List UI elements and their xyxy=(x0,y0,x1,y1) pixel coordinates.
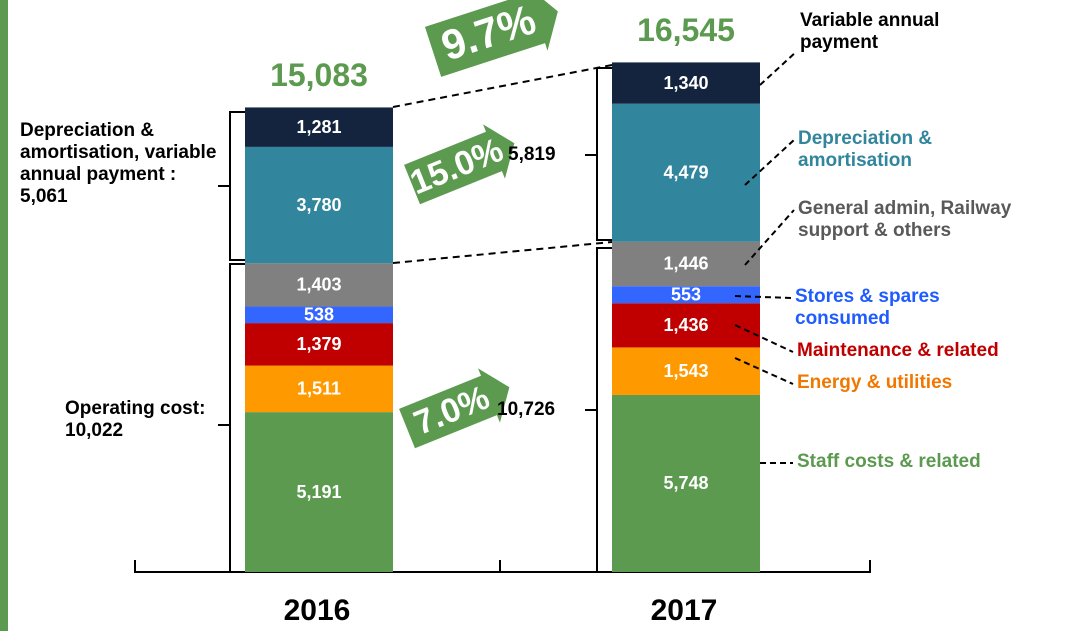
bar-segment xyxy=(245,107,393,147)
bar-segment xyxy=(245,306,393,324)
value-label: 5,748 xyxy=(663,473,708,493)
bracket-2017 xyxy=(585,67,612,573)
bracket-label: 5,819 xyxy=(508,144,556,165)
total-label: 16,545 xyxy=(637,12,735,48)
leader-line xyxy=(734,324,794,353)
growth-arrow: 9.7% xyxy=(424,0,558,77)
bar-segment xyxy=(245,412,393,572)
bar-segment xyxy=(612,241,760,287)
bar-segment xyxy=(245,263,393,307)
legend-label: Energy & utilities xyxy=(797,372,953,393)
x-axis xyxy=(134,560,871,573)
side-bar xyxy=(0,0,8,631)
arrow-shape xyxy=(424,0,558,77)
legend-label: General admin, Railway support & others xyxy=(798,198,1012,241)
x-tick-label: 2016 xyxy=(284,594,351,627)
leader-line xyxy=(759,51,797,86)
bar-segment xyxy=(245,365,393,413)
legend-label: Variable annual payment xyxy=(800,10,940,53)
value-label: 5,191 xyxy=(296,482,341,502)
legend-label: Staff costs & related xyxy=(797,451,981,472)
total-label: 15,083 xyxy=(270,57,368,93)
bar-segment xyxy=(245,323,393,366)
bar-segment xyxy=(612,394,760,572)
bar-segment xyxy=(612,103,760,242)
connector xyxy=(392,64,613,264)
value-label: 3,780 xyxy=(296,195,341,215)
value-label: 4,479 xyxy=(663,162,708,182)
leader-line xyxy=(744,209,795,266)
bar-segment xyxy=(612,347,760,395)
bar-segment xyxy=(245,146,393,264)
value-label: 1,281 xyxy=(296,117,341,137)
value-label: 553 xyxy=(671,284,701,304)
bracket-2016 xyxy=(218,111,245,573)
value-label: 1,511 xyxy=(297,379,341,399)
x-tick-label: 2017 xyxy=(651,594,718,627)
annotation: 15.0% xyxy=(405,131,509,202)
value-label: 538 xyxy=(304,305,334,325)
bar-segment xyxy=(612,62,760,104)
value-label: 1,403 xyxy=(296,275,341,295)
growth-arrow: 15.0% xyxy=(404,124,515,205)
value-label: 1,543 xyxy=(663,361,708,381)
value-label: 1,379 xyxy=(296,334,341,354)
bracket-label: 10,726 xyxy=(497,399,556,420)
value-label: 1,436 xyxy=(663,315,708,335)
value-label: 1,446 xyxy=(663,254,708,274)
legend-label: Depreciation & amortisation xyxy=(798,128,933,171)
leader-line xyxy=(744,139,795,186)
bracket-label: Depreciation & amortisation, variable an… xyxy=(20,120,217,207)
value-label: 1,340 xyxy=(663,73,708,93)
bar-segment xyxy=(612,286,760,304)
legend-label: Maintenance & related xyxy=(797,340,999,361)
arrow-shape xyxy=(404,124,515,205)
leader-line xyxy=(734,357,794,385)
bracket-label: Operating cost: 10,022 xyxy=(65,398,206,441)
legend-label: Stores & spares consumed xyxy=(795,286,940,329)
arrow-shape xyxy=(399,368,510,449)
